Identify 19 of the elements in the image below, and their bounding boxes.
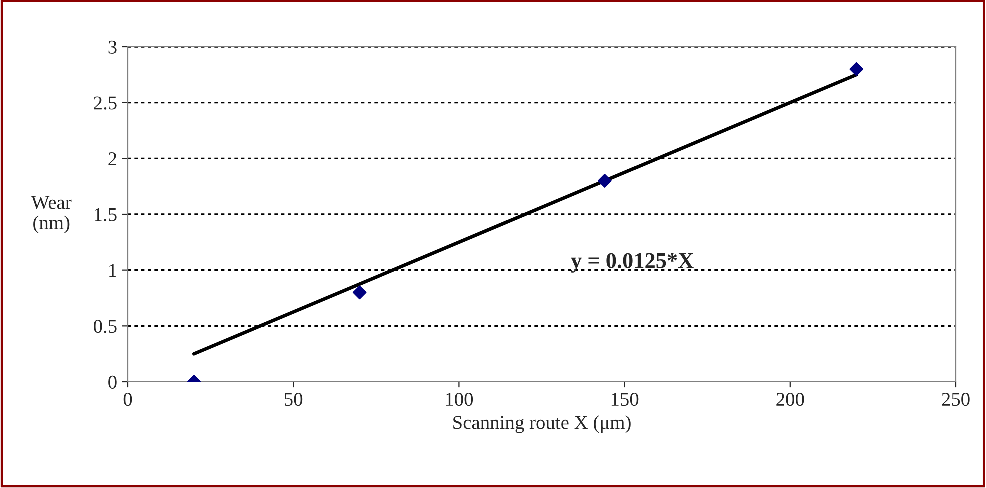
y-tick-label: 0: [108, 376, 117, 389]
x-tick-label: 200: [776, 392, 804, 406]
y-tick-label: 1: [110, 264, 116, 278]
x-tick-label: 100: [446, 392, 474, 406]
y-tick-label: 2: [108, 152, 117, 166]
y-tick-label: 2.5: [94, 96, 117, 110]
y-tick-label: 0.5: [94, 320, 117, 334]
point: [850, 62, 864, 76]
point: [598, 174, 612, 188]
y-axis-title: Wear (nm): [31, 196, 72, 234]
x-axis-title: Scanning route X (μm): [454, 416, 631, 434]
x-tick-label: 50: [285, 392, 303, 406]
x-tick-label: 0: [124, 392, 132, 406]
point: [352, 286, 367, 300]
x-tick-label: 150: [612, 392, 639, 406]
x-tick-label: 250: [942, 392, 970, 406]
annotation: y = 0.0125*X: [571, 253, 694, 273]
y-tick-label: 3: [108, 40, 117, 54]
y-tick-label: 1.5: [94, 208, 117, 222]
